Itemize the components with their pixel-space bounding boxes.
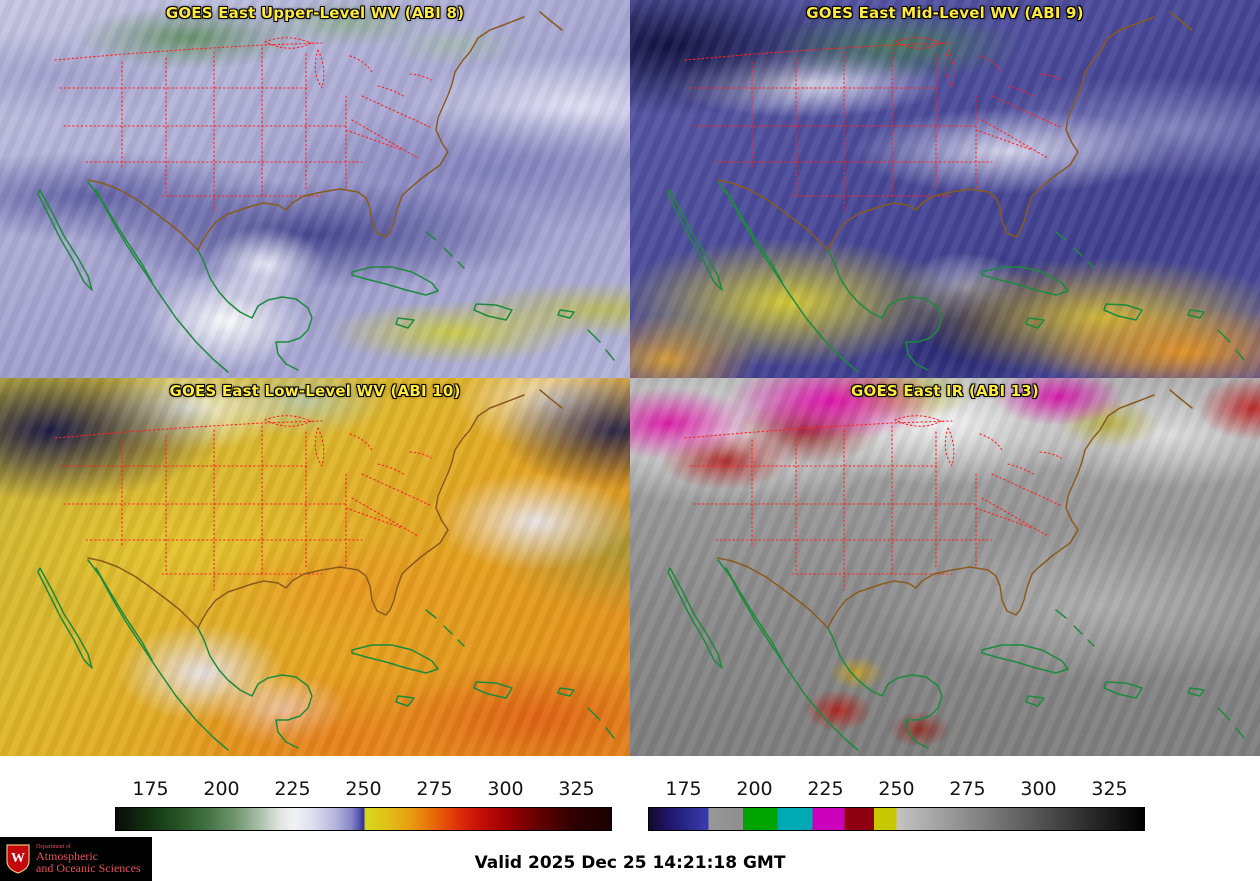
panel-low-level-wv: GOES East Low-Level WV (ABI 10) xyxy=(0,378,630,756)
ir-colorbar-gradient xyxy=(648,807,1145,831)
valid-time-label: Valid 2025 Dec 25 14:21:18 GMT xyxy=(474,853,786,873)
map-overlay xyxy=(667,389,1245,751)
tick-label: 200 xyxy=(203,778,240,800)
panel-title-abi8: GOES East Upper-Level WV (ABI 8) xyxy=(165,4,465,22)
panel-infrared: GOES East IR (ABI 13) xyxy=(630,378,1260,756)
tick-label: 225 xyxy=(274,778,311,800)
logo-dept-line1: Atmospheric xyxy=(36,848,98,863)
logo-dept-small: Department of xyxy=(36,843,71,850)
tick-label: 275 xyxy=(949,778,986,800)
panel-mid-level-wv: GOES East Mid-Level WV (ABI 9) xyxy=(630,0,1260,378)
tick-label: 325 xyxy=(558,778,595,800)
uw-crest-icon: W xyxy=(6,844,30,874)
map-overlay xyxy=(37,389,615,751)
panel-title-abi10: GOES East Low-Level WV (ABI 10) xyxy=(169,382,461,400)
tick-label: 275 xyxy=(416,778,453,800)
ir-colorbar: 175 200 225 250 275 300 325 xyxy=(648,778,1145,831)
wv-colorbar-gradient xyxy=(115,807,612,831)
wv-colorbar-ticks: 175 200 225 250 275 300 325 xyxy=(115,778,612,804)
tick-label: 175 xyxy=(665,778,702,800)
uw-aos-logo: W Department of Atmospheric and Oceanic … xyxy=(0,837,152,881)
tick-label: 175 xyxy=(132,778,169,800)
tick-label: 300 xyxy=(487,778,524,800)
footer: 175 200 225 250 275 300 325 175 200 225 … xyxy=(0,756,1260,881)
tick-label: 325 xyxy=(1091,778,1128,800)
tick-label: 300 xyxy=(1020,778,1057,800)
tick-label: 225 xyxy=(807,778,844,800)
map-overlay xyxy=(667,11,1245,373)
logo-dept-line2: and Oceanic Sciences xyxy=(36,861,141,876)
ir-colorbar-ticks: 175 200 225 250 275 300 325 xyxy=(648,778,1145,804)
panel-upper-level-wv: GOES East Upper-Level WV (ABI 8) xyxy=(0,0,630,378)
map-overlay xyxy=(37,11,615,373)
panel-title-abi9: GOES East Mid-Level WV (ABI 9) xyxy=(806,4,1084,22)
crest-letter: W xyxy=(11,851,25,866)
logo-text: Department of Atmospheric and Oceanic Sc… xyxy=(36,844,141,875)
tick-label: 250 xyxy=(345,778,382,800)
panel-title-abi13: GOES East IR (ABI 13) xyxy=(850,382,1039,400)
tick-label: 250 xyxy=(878,778,915,800)
satellite-grid: GOES East Upper-Level WV (ABI 8) GOES Ea… xyxy=(0,0,1260,756)
wv-colorbar: 175 200 225 250 275 300 325 xyxy=(115,778,612,831)
tick-label: 200 xyxy=(736,778,773,800)
